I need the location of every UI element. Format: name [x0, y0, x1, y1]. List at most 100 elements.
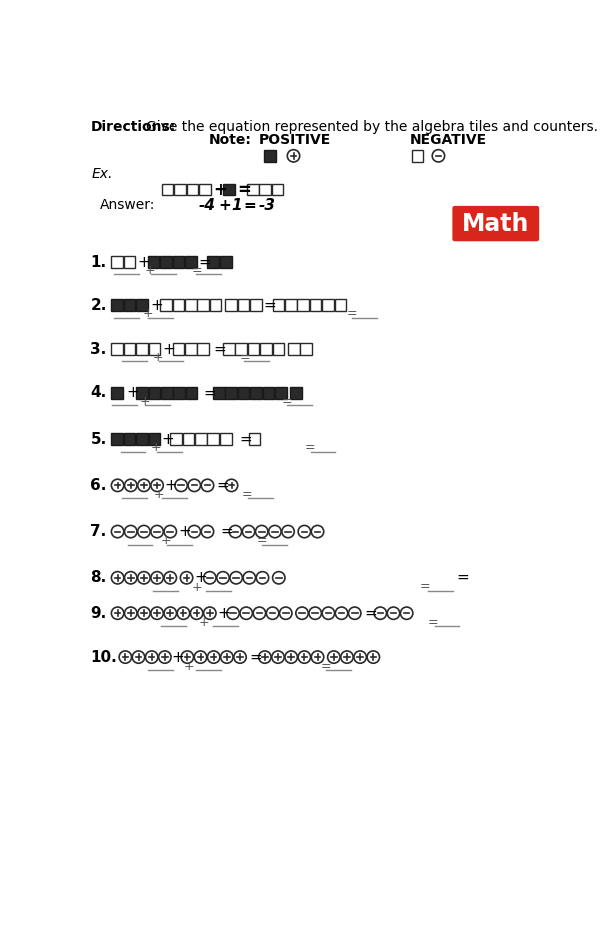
Bar	[264, 150, 276, 162]
Bar	[248, 344, 259, 355]
Circle shape	[327, 651, 340, 664]
Text: +: +	[151, 441, 162, 454]
Circle shape	[151, 479, 163, 491]
Circle shape	[125, 526, 137, 538]
Circle shape	[400, 607, 413, 620]
Text: 4.: 4.	[91, 386, 106, 401]
Text: =: =	[346, 307, 357, 320]
Circle shape	[138, 607, 150, 620]
Bar	[272, 344, 284, 355]
Text: +: +	[199, 616, 209, 629]
Circle shape	[256, 526, 268, 538]
Bar	[136, 433, 148, 445]
Bar	[182, 433, 194, 445]
Circle shape	[432, 149, 445, 162]
Circle shape	[234, 651, 246, 664]
Circle shape	[111, 571, 124, 584]
Bar	[124, 256, 135, 268]
Circle shape	[159, 651, 171, 664]
Bar	[185, 344, 196, 355]
Text: =: =	[457, 570, 469, 585]
Circle shape	[341, 651, 353, 664]
Text: 9.: 9.	[91, 605, 106, 621]
Circle shape	[151, 571, 163, 584]
Bar	[300, 344, 312, 355]
Circle shape	[298, 651, 310, 664]
Bar	[207, 256, 219, 268]
Bar	[136, 344, 148, 355]
Bar	[220, 256, 231, 268]
Circle shape	[111, 607, 124, 620]
Text: Give the equation represented by the algebra tiles and counters.: Give the equation represented by the alg…	[146, 120, 599, 133]
Circle shape	[138, 571, 150, 584]
Circle shape	[138, 479, 150, 491]
Text: =: =	[239, 431, 252, 446]
Circle shape	[272, 571, 285, 584]
Text: +: +	[213, 181, 227, 199]
Bar	[288, 344, 300, 355]
Circle shape	[138, 526, 150, 538]
Bar	[170, 433, 182, 445]
Text: +: +	[184, 660, 194, 673]
Bar	[272, 300, 284, 311]
Circle shape	[175, 479, 187, 491]
Bar	[148, 256, 159, 268]
Text: +: +	[178, 525, 191, 539]
Bar	[259, 184, 271, 195]
Bar	[285, 300, 297, 311]
Text: =: =	[420, 581, 430, 593]
Text: +: +	[191, 581, 202, 593]
Circle shape	[194, 651, 207, 664]
Text: =: =	[198, 254, 211, 269]
Bar	[186, 387, 198, 399]
Text: =: =	[237, 181, 251, 199]
Text: +: +	[152, 351, 163, 364]
Circle shape	[322, 607, 335, 620]
Bar	[248, 433, 260, 445]
Text: =: =	[321, 660, 331, 673]
Circle shape	[280, 607, 292, 620]
Text: +: +	[161, 431, 174, 446]
Text: =: =	[249, 649, 262, 664]
Circle shape	[181, 651, 193, 664]
Bar	[198, 344, 209, 355]
Bar	[310, 300, 321, 311]
Circle shape	[201, 526, 214, 538]
Text: =: =	[256, 534, 267, 547]
Text: 10.: 10.	[91, 649, 118, 664]
Circle shape	[227, 607, 239, 620]
Bar	[225, 300, 237, 311]
Circle shape	[269, 526, 281, 538]
Bar	[223, 184, 234, 195]
Circle shape	[374, 607, 387, 620]
Text: 1: 1	[231, 198, 242, 212]
Text: =: =	[282, 395, 293, 408]
Text: =: =	[365, 605, 378, 621]
Circle shape	[164, 526, 176, 538]
Circle shape	[181, 571, 193, 584]
Bar	[124, 344, 135, 355]
Bar	[111, 256, 123, 268]
Text: 3.: 3.	[91, 342, 106, 357]
Text: -3: -3	[259, 198, 275, 212]
Text: Ex.: Ex.	[92, 168, 113, 181]
Text: 8.: 8.	[91, 570, 106, 585]
Circle shape	[146, 651, 158, 664]
Text: +: +	[163, 342, 175, 357]
Circle shape	[296, 607, 308, 620]
Circle shape	[188, 526, 201, 538]
Circle shape	[243, 571, 256, 584]
Bar	[124, 300, 135, 311]
Text: +: +	[126, 386, 139, 401]
Text: 5.: 5.	[91, 431, 106, 446]
Circle shape	[207, 651, 220, 664]
Text: +: +	[140, 395, 151, 408]
Bar	[291, 387, 302, 399]
Circle shape	[242, 526, 255, 538]
Text: =: =	[204, 386, 217, 401]
Text: +: +	[172, 649, 185, 664]
Bar	[149, 387, 160, 399]
Text: =: =	[242, 488, 252, 501]
Bar	[173, 387, 185, 399]
Bar	[237, 300, 249, 311]
